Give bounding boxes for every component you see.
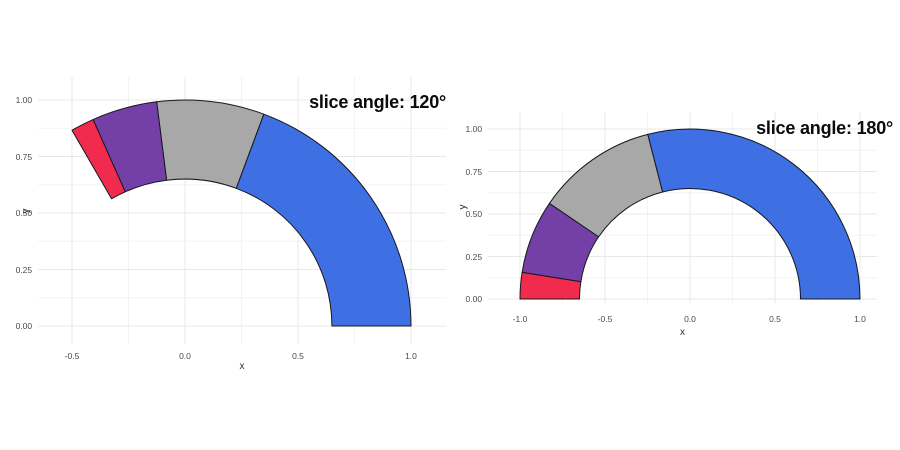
annotation-slice-angle-180: slice angle: 180° — [756, 118, 893, 138]
subplot-slice-180: slice angle: 180° x y -1.0 -0.5 0.0 0.5 1.0 0… — [450, 0, 900, 450]
x-tick-label: 0.5 — [769, 313, 781, 324]
slice-red — [71, 119, 126, 200]
x-tick-label: -0.5 — [597, 313, 613, 324]
slice-blue — [647, 128, 861, 300]
x-axis-title: x — [239, 361, 245, 372]
slice-blue — [235, 113, 412, 327]
y-tick-label: 0.75 — [15, 151, 33, 162]
y-tick-label: 0.75 — [465, 166, 483, 177]
slice-red — [519, 271, 582, 300]
x-tick-label: -1.0 — [512, 313, 528, 324]
plot-canvas-120 — [38, 76, 447, 345]
plot-canvas-180 — [488, 112, 877, 303]
x-tick-label: 0.0 — [684, 313, 696, 324]
x-axis-title: x — [680, 327, 685, 338]
subplot-slice-120: slice angle: 120° x y -0.5 0.0 0.5 1.0 0.00 0… — [15, 76, 447, 372]
x-tick-label: 0.0 — [179, 351, 191, 362]
y-tick-label: 0.50 — [465, 209, 483, 219]
y-tick-label: 0.25 — [465, 251, 483, 262]
y-tick-label: 0.25 — [15, 264, 33, 275]
y-tick-label: 0.00 — [465, 294, 483, 304]
x-tick-label: 1.0 — [405, 351, 417, 362]
x-tick-label: 0.5 — [292, 351, 304, 362]
x-tick-label: -0.5 — [64, 351, 80, 362]
x-tick-label: 1.0 — [854, 313, 866, 324]
y-tick-label: 1.00 — [15, 95, 33, 105]
y-tick-label: 1.00 — [465, 124, 483, 134]
y-tick-label: 0.00 — [15, 321, 33, 331]
annotation-slice-angle-120: slice angle: 120° — [309, 92, 446, 112]
y-tick-label: 0.50 — [15, 208, 33, 218]
